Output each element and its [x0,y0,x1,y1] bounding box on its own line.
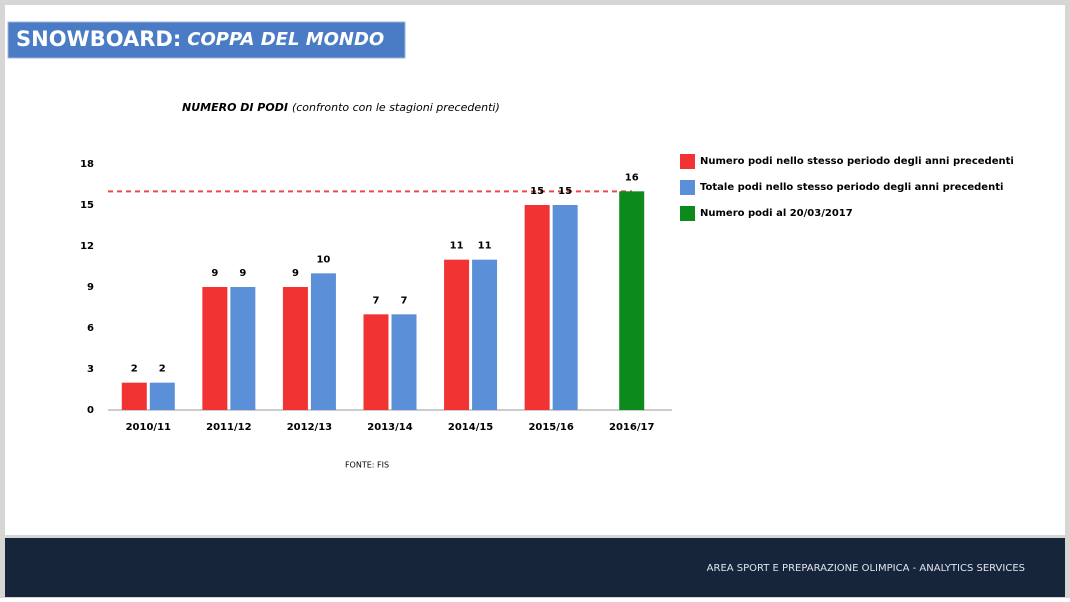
y-tick-label: 18 [80,159,94,170]
x-tick-label: 2012/13 [287,422,332,433]
chart-title: NUMERO DI PODI [182,101,288,114]
value-label: 11 [478,241,492,252]
value-label: 11 [450,241,464,252]
legend-label: Numero podi nello stesso periodo degli a… [700,156,1014,167]
y-tick-label: 6 [87,323,94,334]
value-label: 9 [292,268,299,279]
value-label: 15 [558,186,572,197]
x-tick-label: 2011/12 [206,422,251,433]
footer-bar [5,538,1065,597]
bar [524,205,550,410]
bar [310,273,336,410]
bar [391,314,417,410]
x-tick-label: 2010/11 [126,422,171,433]
bar [202,287,228,410]
bar [619,191,645,410]
bar [121,382,147,410]
footer-text: AREA SPORT E PREPARAZIONE OLIMPICA - ANA… [707,563,1025,574]
y-tick-label: 12 [80,241,94,252]
value-label: 7 [401,295,408,306]
value-label: 9 [211,268,218,279]
value-label: 2 [159,364,166,375]
legend-swatch [680,206,695,221]
legend-label: Totale podi nello stesso periodo degli a… [700,182,1003,193]
value-label: 16 [625,172,639,183]
value-label: 7 [373,295,380,306]
legend-swatch [680,180,695,195]
bar [472,259,498,410]
value-label: 15 [530,186,544,197]
bar [149,382,175,410]
value-label: 10 [316,254,330,265]
y-tick-label: 15 [80,200,94,211]
x-tick-label: 2014/15 [448,422,493,433]
slide-title: SNOWBOARD: COPPA DEL MONDO [16,27,384,51]
legend-label: Numero podi al 20/03/2017 [700,208,853,219]
y-tick-label: 9 [87,282,94,293]
y-tick-label: 3 [87,364,94,375]
chart-subtitle: (confronto con le stagioni precedenti) [292,101,500,114]
title-main: SNOWBOARD [16,27,173,51]
value-label: 2 [131,364,138,375]
bar [552,205,578,410]
x-tick-label: 2013/14 [367,422,412,433]
legend-swatch [680,154,695,169]
bar [363,314,389,410]
title-box [7,21,406,59]
chart-heading: NUMERO DI PODI (confronto con le stagioni… [182,101,500,114]
title-colon: : [173,27,181,51]
y-tick-label: 0 [87,405,94,416]
source: FONTE: FIS [345,461,389,470]
plot: 0 3 6 9 12 15 18 2010/11 2 2 2011/12 9 9 2012/13 9 10 20… [80,154,1014,433]
bar [230,287,256,410]
bar [444,259,470,410]
value-label: 9 [239,268,246,279]
bar [282,287,308,410]
title-italic: COPPA DEL MONDO [187,29,384,50]
x-tick-label: 2016/17 [609,422,654,433]
x-tick-label: 2015/16 [528,422,573,433]
